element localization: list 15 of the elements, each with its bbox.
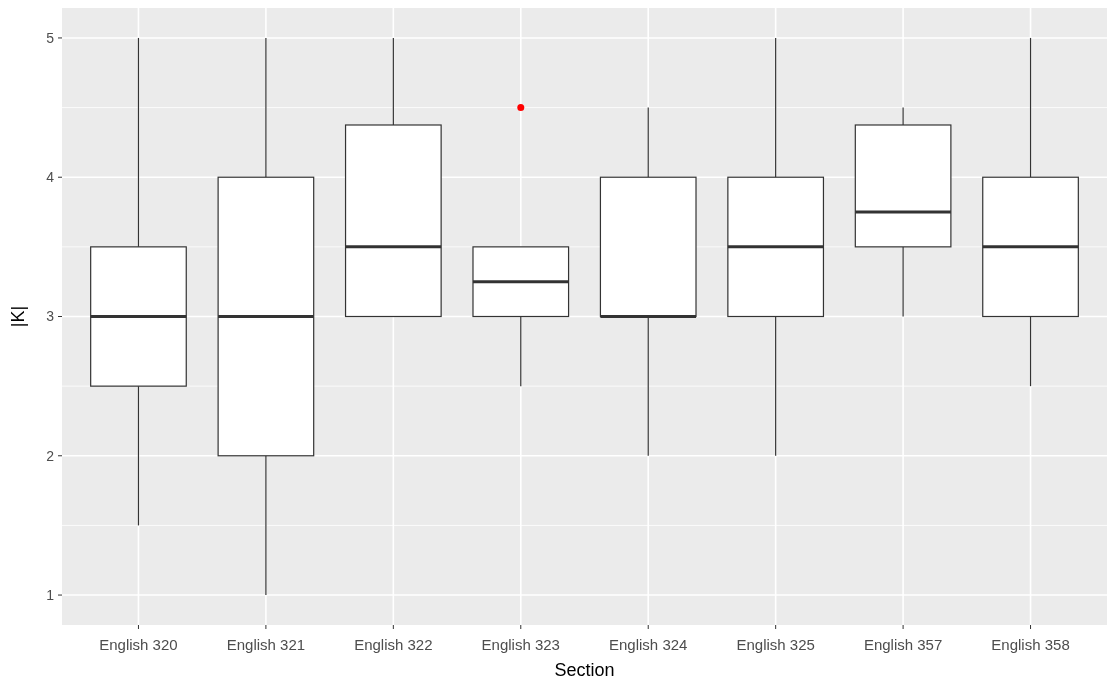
y-tick-label: 3 (46, 308, 55, 325)
x-tick-label: English 320 (99, 636, 178, 653)
y-tick-label: 4 (46, 169, 55, 186)
x-axis-title: Section (554, 660, 615, 679)
x-tick-label: English 323 (481, 636, 560, 653)
y-axis-title: |K| (8, 305, 28, 328)
x-tick-label: English 322 (354, 636, 433, 653)
x-tick-label: English 324 (609, 636, 688, 653)
y-tick-label: 2 (46, 447, 55, 464)
y-tick-label: 5 (46, 29, 55, 46)
x-tick-label: English 358 (991, 636, 1070, 653)
y-tick-label: 1 (46, 586, 55, 603)
x-tick-label: English 357 (863, 636, 943, 653)
x-tick-label: English 321 (226, 636, 306, 653)
x-tick-label: English 325 (736, 636, 815, 653)
